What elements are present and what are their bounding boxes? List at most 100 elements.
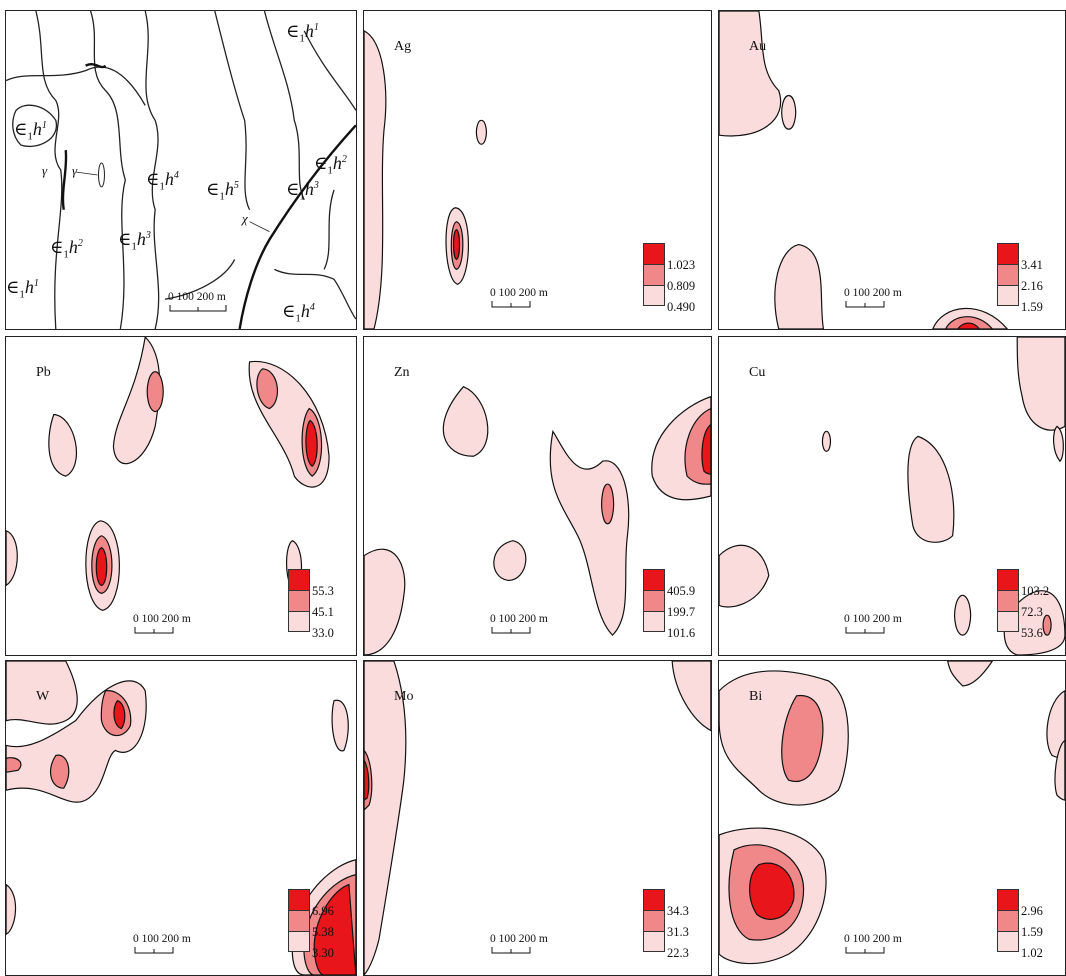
anomaly-contour: [907, 435, 955, 543]
legend-values: 103.2 72.3 53.6: [1021, 581, 1049, 644]
anomaly-contour: [947, 661, 994, 687]
scale-ruler: [845, 947, 885, 954]
legend-value: 0.809: [667, 279, 696, 293]
anomaly-contour: [956, 322, 981, 329]
anomaly-contour: [364, 30, 387, 329]
scale-ruler: [134, 947, 174, 954]
legend-values: 3.41 2.16 1.59: [1021, 255, 1043, 318]
scale-text: 0 100 200 m: [490, 613, 548, 625]
scale-text: 0 100 200 m: [490, 933, 548, 945]
anomaly-contour: [493, 540, 527, 582]
legend-swatch: [643, 243, 665, 264]
legend-value: 1.02: [1021, 946, 1043, 960]
legend-value: 101.6: [667, 626, 696, 640]
scale-bar: 0 100 200 m: [133, 613, 193, 638]
geochem-panel-w: W 6.96 5.38 3.30 0 100 200 m: [5, 660, 357, 976]
anomaly-contour: [749, 862, 795, 920]
legend-value: 405.9: [667, 584, 696, 598]
anomaly-contour: [452, 228, 461, 261]
unit-label: ∈1h5: [206, 179, 239, 203]
anomaly-contour: [364, 759, 370, 801]
legend-swatch: [997, 569, 1019, 590]
legend-swatch: [643, 889, 665, 910]
element-label: Mo: [394, 689, 414, 704]
legend-values: 34.3 31.3 22.3: [667, 901, 689, 964]
legend-value: 5.38: [312, 925, 334, 939]
legend-swatches: [288, 569, 310, 632]
legend-values: 2.96 1.59 1.02: [1021, 901, 1043, 964]
contour-map: [719, 11, 1009, 329]
contour-map: [364, 661, 711, 975]
scale-bar: 0 100 200 m: [844, 933, 904, 958]
contour-map: [719, 337, 1065, 655]
element-label: Ag: [394, 39, 412, 54]
legend-swatch: [643, 569, 665, 590]
legend-swatches: [288, 889, 310, 952]
legend-value: 6.96: [312, 904, 334, 918]
element-label: Au: [749, 39, 767, 54]
unit-label: ∈1h1: [286, 21, 319, 45]
anomaly-contour: [549, 429, 630, 636]
legend-swatch: [997, 243, 1019, 264]
unit-label: ∈1h4: [146, 169, 179, 193]
anomaly-contour: [1042, 614, 1052, 636]
legend-swatch: [997, 889, 1019, 910]
legend-value: 1.59: [1021, 925, 1043, 939]
chi-label: χ: [242, 211, 248, 226]
element-label: Cu: [749, 365, 766, 380]
anomaly-contour: [671, 661, 711, 732]
legend-value: 1.023: [667, 258, 696, 272]
anomaly-contour: [6, 661, 78, 725]
legend-swatch: [997, 264, 1019, 285]
element-label: W: [36, 689, 50, 704]
anomaly-contour: [821, 430, 832, 452]
legend-swatch: [997, 285, 1019, 306]
legend-swatches: [997, 889, 1019, 952]
element-label: Pb: [36, 365, 51, 380]
scale-bar: 0 100 200 m: [490, 933, 550, 958]
legend-swatch: [288, 590, 310, 611]
scale-bar: 0 100 200 m: [490, 613, 550, 638]
legend-value: 199.7: [667, 605, 696, 619]
scale-ruler: [845, 301, 885, 308]
gamma-label: γ: [42, 163, 48, 178]
anomaly-contour: [781, 94, 797, 130]
legend-values: 405.9 199.7 101.6: [667, 581, 695, 644]
anomaly-contour: [364, 548, 406, 655]
element-label: Bi: [749, 689, 763, 704]
anomaly-contour: [305, 419, 318, 467]
scale-ruler: [491, 947, 531, 954]
anomaly-contour: [475, 119, 487, 145]
geochem-panel-cu: Cu 103.2 72.3 53.6 0 100 200 m: [718, 336, 1066, 656]
legend-value: 72.3: [1021, 605, 1043, 619]
gamma-label: γ: [72, 163, 78, 178]
scale-text: 0 100 200 m: [844, 613, 902, 625]
anomaly-contour: [95, 547, 108, 587]
legend-swatches: [643, 243, 665, 306]
geology-lines: [6, 11, 356, 329]
unit-label: ∈1h3: [118, 229, 151, 253]
legend-swatch: [288, 910, 310, 931]
anomaly-contour: [113, 700, 126, 730]
anomaly-contour: [146, 371, 164, 413]
anomaly-contour: [256, 368, 278, 410]
legend-swatches: [997, 243, 1019, 306]
anomaly-contour: [954, 594, 972, 636]
geochem-panel-pb: Pb 55.3 45.1 33.0 0 100 200 m: [5, 336, 357, 656]
unit-label: ∈1h4: [282, 301, 315, 325]
legend-value: 34.3: [667, 904, 689, 918]
unit-label: ∈1h1: [6, 277, 39, 301]
legend-swatch: [643, 611, 665, 632]
legend-value: 55.3: [312, 584, 334, 598]
geochem-panel-mo: Mo 34.3 31.3 22.3 0 100 200 m: [363, 660, 712, 976]
legend-swatch: [643, 931, 665, 952]
scale-ruler: [491, 627, 531, 634]
legend-value: 1.59: [1021, 300, 1043, 314]
anomaly-contour: [48, 413, 78, 477]
anomaly-contour: [774, 243, 825, 329]
anomaly-contour: [1054, 739, 1065, 801]
anomaly-contour: [701, 423, 711, 475]
anomaly-contour: [331, 699, 349, 752]
scale-ruler: [491, 301, 531, 308]
legend-swatch: [643, 910, 665, 931]
